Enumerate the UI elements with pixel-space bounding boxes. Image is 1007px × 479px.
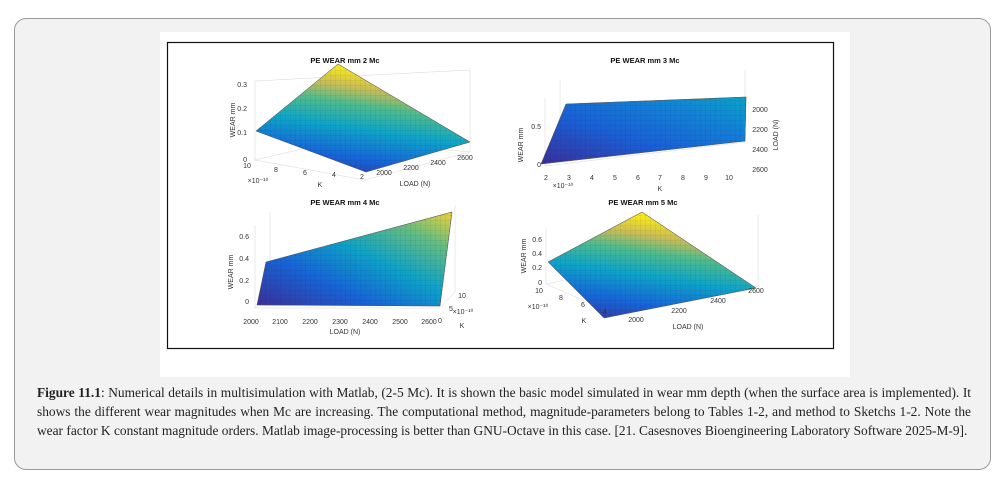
load-axis-label: LOAD (N) — [400, 181, 431, 188]
z-tick-label: 0.2 — [532, 265, 542, 272]
panel-title: PE WEAR mm 2 Mc — [310, 56, 379, 65]
load-tick-label: 2100 — [272, 319, 288, 326]
surface-mesh — [256, 211, 453, 307]
load-tick-label: 2200 — [403, 165, 419, 172]
z-tick-label: 0.6 — [239, 234, 249, 241]
k-tick-label: 8 — [681, 175, 685, 182]
load-tick-label: 2000 — [376, 170, 392, 177]
k-axis-label: K — [460, 323, 465, 330]
k-tick-label: 2 — [360, 174, 364, 181]
z-axis-label: WEAR mm — [228, 255, 235, 290]
load-tick-label: 2400 — [710, 298, 726, 305]
k-exponent: ×10⁻¹⁰ — [453, 308, 474, 316]
load-tick-label: 2400 — [430, 160, 446, 167]
load-tick-label: 2000 — [628, 317, 644, 324]
k-axis-label: K — [582, 318, 587, 325]
surfaces — [254, 62, 759, 319]
z-tick-label: 0.5 — [531, 124, 541, 131]
k-tick-label: 2 — [544, 175, 548, 182]
k-tick-label: 3 — [567, 175, 571, 182]
z-tick-label: 0.4 — [239, 256, 249, 263]
caption-label: Figure 11.1 — [37, 385, 101, 400]
k-exponent: ×10⁻¹⁰ — [248, 177, 269, 185]
z-tick-label: 0 — [243, 157, 247, 164]
k-tick-label: 5 — [613, 175, 617, 182]
load-tick-label: 2200 — [302, 319, 318, 326]
k-tick-label: 5 — [449, 306, 453, 313]
k-tick-label: 0 — [438, 318, 442, 325]
z-tick-label: 0.6 — [532, 237, 542, 244]
z-tick-label: 0.2 — [239, 278, 249, 285]
z-axis-label: WEAR mm — [518, 128, 525, 163]
z-tick-label: 0 — [245, 299, 249, 306]
k-tick-label: 10 — [725, 175, 733, 182]
surface-mesh — [255, 63, 471, 173]
k-tick-label: 10 — [243, 163, 251, 170]
load-axis-label: LOAD (N) — [330, 329, 361, 336]
load-tick-label: 2000 — [752, 107, 768, 114]
z-axis-label: WEAR mm — [230, 103, 237, 138]
load-tick-label: 2300 — [332, 319, 348, 326]
surface-mesh — [540, 96, 747, 165]
panel-title: PE WEAR mm 4 Mc — [310, 198, 379, 207]
load-tick-label: 2600 — [748, 288, 764, 295]
k-tick-label: 7 — [658, 175, 662, 182]
z-axis-label: WEAR mm — [521, 239, 528, 274]
load-axis-label: LOAD (N) — [673, 324, 704, 331]
k-tick-label: 9 — [704, 175, 708, 182]
surface-mesh — [547, 211, 757, 319]
z-tick-label: 0 — [538, 280, 542, 287]
load-tick-label: 2000 — [243, 319, 259, 326]
figure: PE WEAR mm 2 Mc WEAR mm 0 0.1 0.2 0.3 10 8 6 4 2 ×1… — [160, 32, 850, 377]
z-tick-label: 0.4 — [532, 251, 542, 258]
z-tick-label: 0.1 — [237, 130, 247, 137]
load-tick-label: 2400 — [752, 147, 768, 154]
caption-text: : Numerical details in multisimulation w… — [37, 385, 972, 438]
k-axis-label: K — [658, 186, 663, 193]
k-tick-label: 6 — [636, 175, 640, 182]
k-tick-label: 4 — [590, 175, 594, 182]
k-exponent: ×10⁻¹⁰ — [528, 303, 549, 311]
load-tick-label: 2500 — [392, 319, 408, 326]
load-tick-label: 2200 — [752, 127, 768, 134]
k-tick-label: 6 — [581, 302, 585, 309]
k-tick-label: 6 — [303, 170, 307, 177]
k-exponent: ×10⁻¹⁰ — [553, 182, 574, 190]
load-tick-label: 2200 — [671, 308, 687, 315]
k-tick-label: 4 — [332, 172, 336, 179]
load-axis-label: LOAD (N) — [773, 120, 780, 151]
k-axis-label: K — [318, 182, 323, 189]
z-tick-label: 0 — [537, 162, 541, 169]
load-tick-label: 2600 — [421, 319, 437, 326]
z-tick-label: 0.2 — [237, 106, 247, 113]
caption: Figure 11.1: Numerical details in multis… — [37, 383, 971, 440]
k-tick-label: 4 — [603, 309, 607, 316]
k-tick-label: 10 — [458, 293, 466, 300]
k-tick-label: 10 — [535, 288, 543, 295]
k-tick-label: 8 — [274, 167, 278, 174]
k-tick-label: 8 — [559, 295, 563, 302]
load-tick-label: 2400 — [362, 319, 378, 326]
panel-title: PE WEAR mm 5 Mc — [608, 198, 677, 207]
z-tick-label: 0.3 — [237, 82, 247, 89]
load-tick-label: 2600 — [457, 155, 473, 162]
panel-title: PE WEAR mm 3 Mc — [610, 56, 679, 65]
load-tick-label: 2600 — [752, 167, 768, 174]
